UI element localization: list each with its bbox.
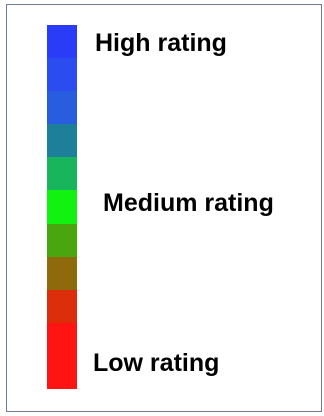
color-swatch-1 [47,25,77,59]
color-swatch-9 [47,289,77,323]
medium-rating-label: Medium rating [103,189,274,217]
color-swatch-8 [47,256,77,290]
color-swatch-2 [47,58,77,92]
color-swatch-7 [47,223,77,257]
color-swatch-5 [47,157,77,191]
color-swatch-11 [47,355,77,390]
color-swatch-6 [47,190,77,224]
color-swatch-3 [47,91,77,125]
color-swatch-4 [47,124,77,158]
rating-legend: High rating Medium rating Low rating [6,4,322,412]
rating-color-bar [47,25,77,390]
color-swatch-10 [47,322,77,356]
low-rating-label: Low rating [93,349,220,377]
high-rating-label: High rating [95,29,227,57]
